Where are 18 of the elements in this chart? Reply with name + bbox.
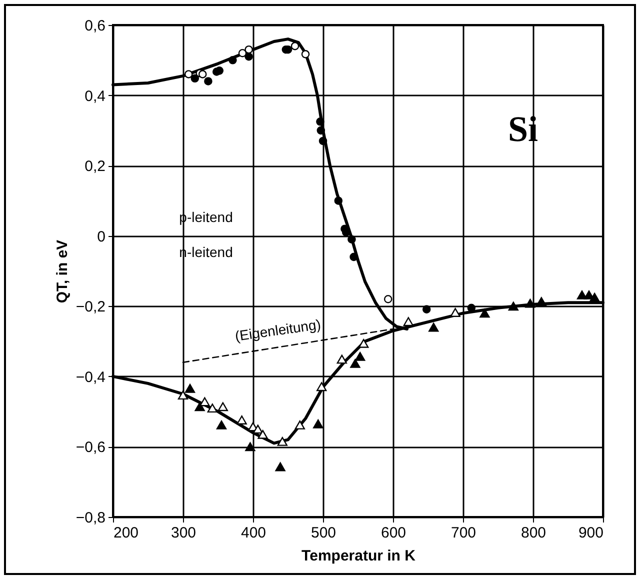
y-tick-label: −0,8	[76, 510, 106, 526]
x-tick-label: 900	[578, 524, 604, 542]
y-tick-label: 0,2	[84, 158, 106, 176]
x-tick-label: 400	[240, 524, 266, 542]
y-tick-label: −0,2	[76, 298, 106, 316]
x-tick-label: 200	[114, 524, 139, 542]
x-axis-title: Temperatur in K	[302, 548, 416, 564]
x-tick-label: 700	[450, 524, 476, 542]
y-axis-title: QT, in eV	[54, 240, 71, 304]
y-tick-label: 0	[97, 228, 106, 246]
x-tick-label: 600	[380, 524, 406, 542]
x-tick-label: 300	[170, 524, 196, 542]
y-tick-label: −0,6	[76, 439, 106, 456]
y-tick-label: 0,6	[84, 18, 106, 34]
y-tick-label: 0,4	[84, 88, 106, 105]
x-tick-label: 500	[310, 524, 336, 542]
x-tick-label: 800	[520, 524, 546, 542]
y-tick-label: −0,4	[76, 368, 106, 386]
